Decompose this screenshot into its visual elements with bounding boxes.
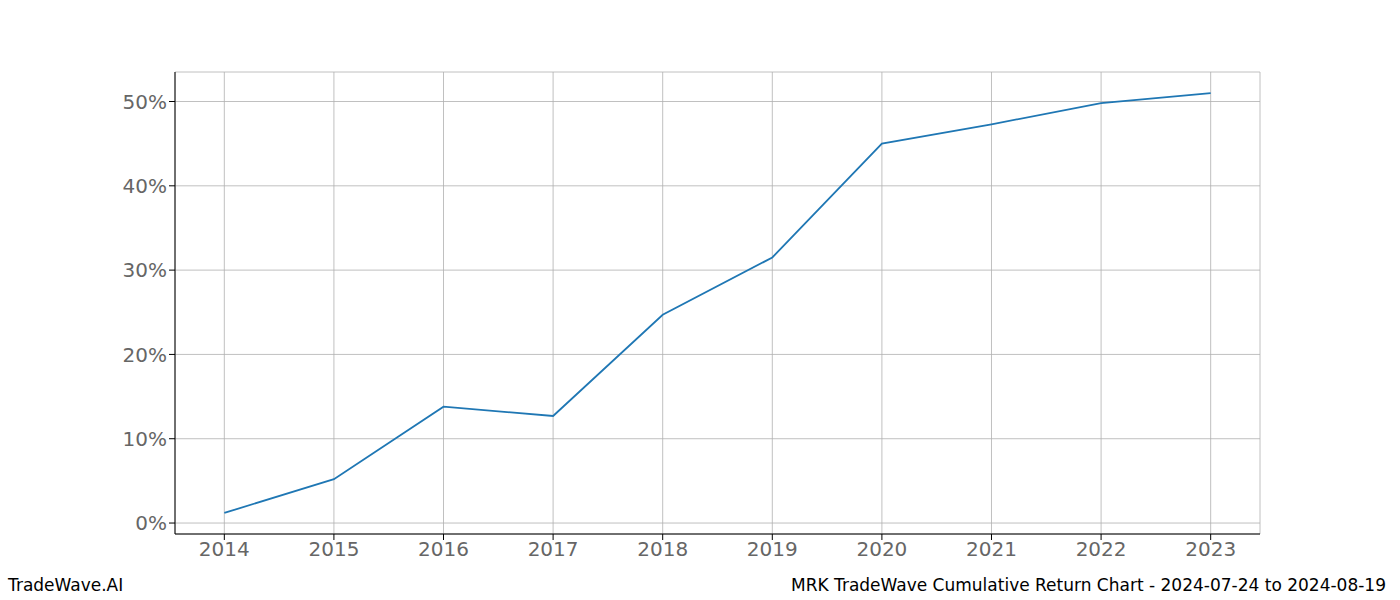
html-text:TradeWave.AI: TradeWave.AI: [8, 575, 124, 595]
svg-text:2016: 2016: [418, 537, 469, 561]
svg-text:30%: 30%: [123, 258, 167, 282]
svg-text:0%: 0%: [135, 511, 167, 535]
svg-text:2017: 2017: [528, 537, 579, 561]
svg-text:2015: 2015: [308, 537, 359, 561]
svg-text:2020: 2020: [856, 537, 907, 561]
svg-text:20%: 20%: [123, 343, 167, 367]
svg-text:2023: 2023: [1185, 537, 1236, 561]
svg-text:50%: 50%: [123, 90, 167, 114]
svg-text:2021: 2021: [966, 537, 1017, 561]
svg-text:2014: 2014: [199, 537, 250, 561]
svg-text:10%: 10%: [123, 427, 167, 451]
svg-text:2018: 2018: [637, 537, 688, 561]
html-text:MRK TradeWave Cumulative Retur: MRK TradeWave Cumulative Return Chart - …: [791, 575, 1386, 595]
svg-text:2022: 2022: [1076, 537, 1127, 561]
svg-text:40%: 40%: [123, 174, 167, 198]
svg-text:2019: 2019: [747, 537, 798, 561]
